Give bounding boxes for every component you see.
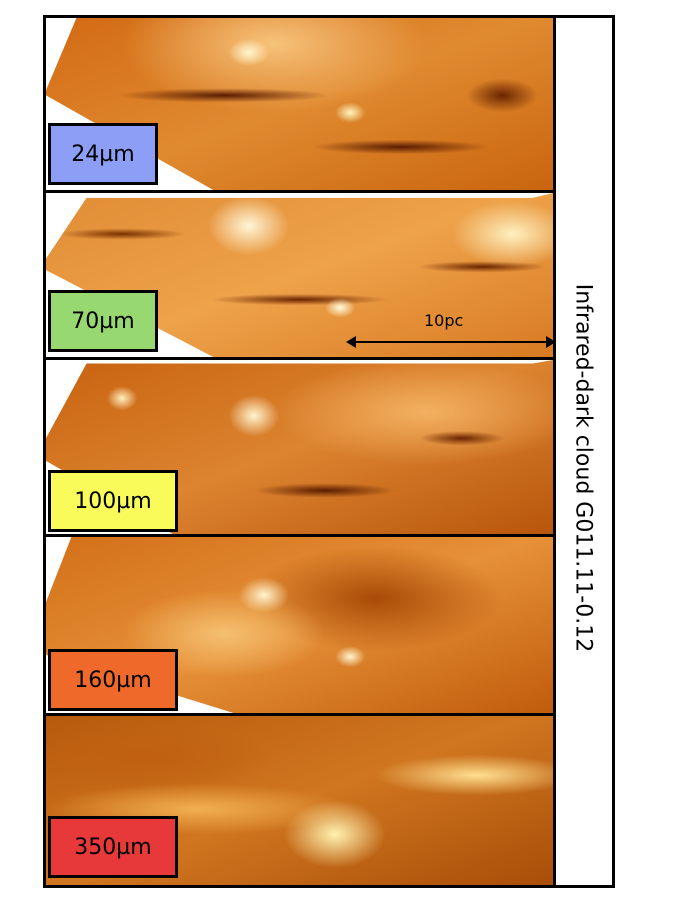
panel-24um: 24µm (46, 18, 553, 190)
divider (46, 190, 553, 193)
wavelength-label: 350µm (48, 816, 178, 878)
panel-70um: 70µm 10pc (46, 193, 553, 357)
figure-frame: 24µm 70µm 10pc 100µm 160µm 350µm Infrare… (43, 15, 615, 888)
panel-160um: 160µm (46, 537, 553, 713)
panel-100um: 100µm (46, 360, 553, 534)
panel-350um: 350µm (46, 716, 553, 885)
divider (46, 713, 553, 716)
wavelength-label: 160µm (48, 649, 178, 711)
wavelength-label: 70µm (48, 290, 158, 352)
scale-bar-arrow (346, 336, 553, 348)
side-title: Infrared-dark cloud G011.11-0.12 (570, 283, 596, 653)
scale-bar-label: 10pc (424, 311, 464, 330)
column-divider (553, 18, 556, 885)
wavelength-label: 24µm (48, 123, 158, 185)
wavelength-label: 100µm (48, 470, 178, 532)
divider (46, 534, 553, 537)
divider (46, 357, 553, 360)
